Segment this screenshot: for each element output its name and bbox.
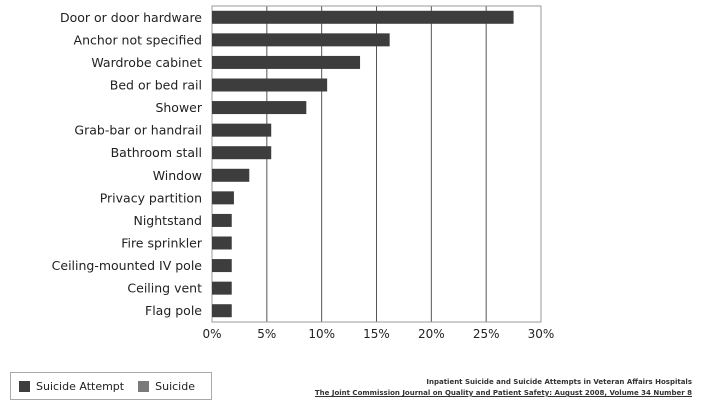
category-label: Shower [155, 100, 202, 115]
category-label: Bathroom stall [111, 145, 202, 160]
category-labels: Door or door hardware Anchor not specifie… [52, 10, 203, 318]
bar [212, 55, 361, 69]
bars [212, 10, 514, 318]
bar [212, 259, 232, 273]
x-tick-label: 15% [363, 327, 390, 341]
category-label: Bed or bed rail [110, 78, 202, 93]
bar [212, 213, 232, 227]
bar [212, 78, 328, 92]
source-citation: Inpatient Suicide and Suicide Attempts i… [315, 377, 692, 399]
category-label: Window [153, 168, 202, 183]
category-label: Anchor not specified [74, 32, 202, 47]
bar [212, 191, 234, 205]
bar [212, 281, 232, 295]
category-label: Grab-bar or handrail [74, 123, 202, 138]
category-label: Flag pole [145, 303, 202, 318]
bar [212, 101, 307, 115]
bar-chart: Door or door hardware Anchor not specifie… [52, 5, 554, 341]
x-tick-label: 30% [528, 327, 555, 341]
legend-label-suicide: Suicide [155, 379, 195, 393]
category-label: Ceiling vent [127, 281, 202, 296]
legend-swatch-suicide [138, 380, 150, 392]
x-tick-label: 0% [202, 327, 221, 341]
legend-label-suicide-attempt: Suicide Attempt [36, 379, 125, 393]
legend-swatch-suicide-attempt [19, 380, 30, 392]
x-tick-label: 10% [308, 327, 335, 341]
x-tick-labels: 0% 5% 10% 15% 20% 25% 30% [202, 327, 554, 341]
x-tick-label: 5% [257, 327, 276, 341]
bar [212, 10, 514, 24]
source-title: Inpatient Suicide and Suicide Attempts i… [426, 378, 692, 386]
plot-frame [211, 5, 542, 323]
source-journal: The Joint Commission Journal on Quality … [314, 389, 692, 397]
bar [212, 236, 232, 250]
legend: Suicide Attempt Suicide [10, 372, 212, 400]
bar [212, 168, 250, 182]
bar [212, 33, 390, 47]
grid-lines [266, 6, 487, 322]
bar [212, 304, 232, 318]
category-label: Nightstand [133, 213, 202, 228]
category-label: Ceiling-mounted IV pole [52, 258, 203, 273]
bar [212, 146, 272, 160]
x-tick-label: 25% [473, 327, 500, 341]
category-label: Fire sprinkler [121, 236, 203, 251]
category-label: Privacy partition [100, 190, 202, 205]
category-label: Door or door hardware [60, 10, 202, 25]
category-label: Wardrobe cabinet [91, 55, 202, 70]
bar [212, 123, 272, 137]
x-tick-label: 20% [418, 327, 445, 341]
